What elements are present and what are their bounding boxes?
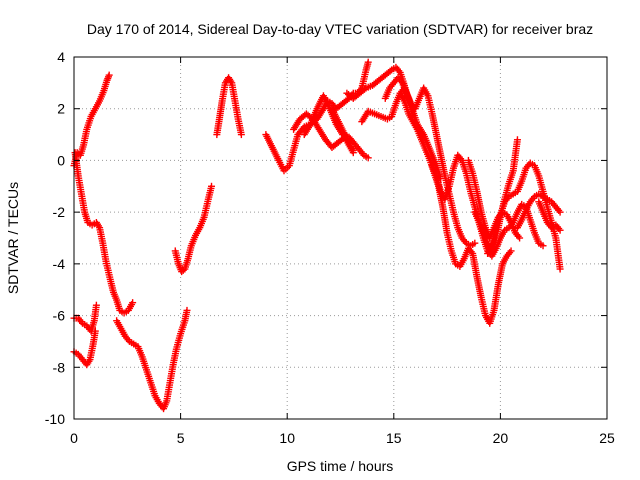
x-tick-label: 5 — [177, 430, 185, 446]
data-point — [349, 146, 357, 154]
y-tick-label: 4 — [57, 49, 65, 65]
data-point — [516, 234, 524, 242]
data-point — [513, 136, 521, 144]
data-point — [539, 242, 547, 250]
y-axis-label: SDTVAR / TECUs — [5, 182, 21, 294]
x-tick-label: 20 — [493, 430, 509, 446]
y-tick-label: 0 — [57, 152, 65, 168]
data-point — [556, 265, 564, 273]
x-tick-label: 25 — [599, 430, 615, 446]
data-point — [556, 208, 564, 216]
x-tick-label: 15 — [386, 430, 402, 446]
y-tick-label: 2 — [57, 101, 65, 117]
data-point — [507, 247, 515, 255]
data-point — [471, 239, 479, 247]
data-point — [183, 306, 191, 314]
y-tick-label: -8 — [53, 359, 66, 375]
data-point — [556, 226, 564, 234]
data-point — [105, 71, 113, 79]
y-tick-label: -4 — [53, 256, 66, 272]
data-point — [208, 182, 216, 190]
y-tick-label: -10 — [45, 411, 65, 427]
data-point — [386, 67, 394, 75]
grid-lines — [74, 57, 607, 419]
plot-frame — [73, 56, 608, 420]
data-points — [70, 58, 564, 413]
axis-ticks: 0 5 10 15 20 25 -10 -8 -6 -4 -2 0 2 4 — [45, 49, 615, 446]
y-tick-label: -6 — [53, 308, 66, 324]
data-point — [360, 85, 368, 93]
data-point — [364, 58, 372, 66]
data-point — [129, 299, 137, 307]
x-tick-label: 0 — [70, 430, 78, 446]
y-tick-label: -2 — [53, 204, 66, 220]
data-point — [92, 301, 100, 309]
data-point — [91, 327, 99, 335]
data-point — [237, 131, 245, 139]
data-point — [364, 154, 372, 162]
x-axis-label: GPS time / hours — [287, 458, 394, 474]
chart-title: Day 170 of 2014, Sidereal Day-to-day VTE… — [87, 21, 593, 37]
x-tick-label: 10 — [279, 430, 295, 446]
